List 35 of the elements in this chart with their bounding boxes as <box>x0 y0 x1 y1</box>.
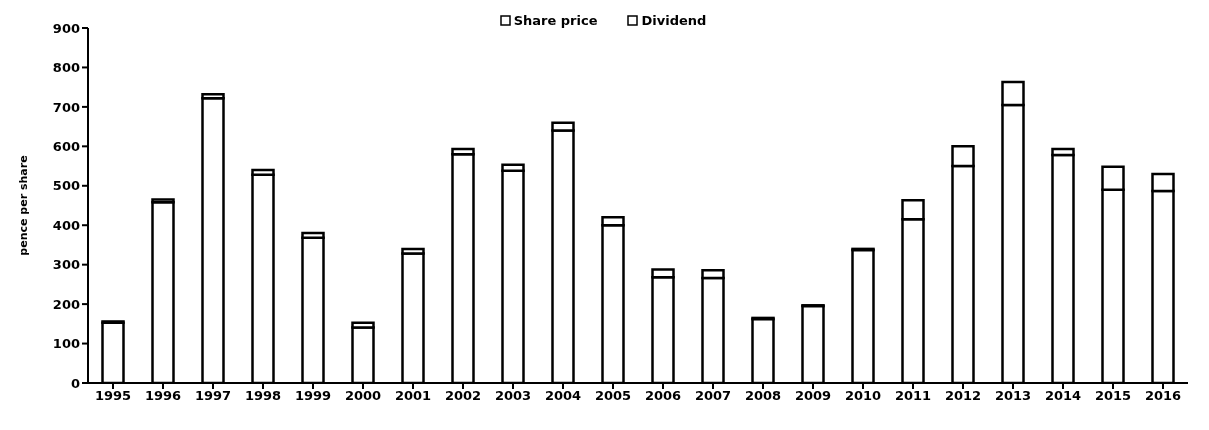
y-tick-label: 100 <box>52 336 80 352</box>
x-tick-label: 2009 <box>794 388 832 404</box>
x-tick-label: 2005 <box>594 388 632 404</box>
x-tick-label: 2001 <box>394 388 432 404</box>
legend-label: Share price <box>512 13 598 28</box>
x-tick-label: 2012 <box>944 388 982 404</box>
x-tick-label: 2004 <box>544 388 582 404</box>
y-tick-label: 200 <box>52 296 80 312</box>
x-tick-label: 2016 <box>1144 388 1182 404</box>
x-tick-label: 1996 <box>144 388 182 404</box>
x-tick-label: 2013 <box>994 388 1032 404</box>
x-tick-label: 2003 <box>494 388 532 404</box>
x-tick-label: 1995 <box>94 388 132 404</box>
y-tick-label: 500 <box>52 178 80 194</box>
x-tick-label: 2010 <box>844 388 882 404</box>
x-tick-label: 1997 <box>194 388 232 404</box>
x-tick-label: 2002 <box>444 388 482 404</box>
x-tick-label: 2000 <box>344 388 382 404</box>
legend-label: Dividend <box>640 13 707 28</box>
y-tick-label: 300 <box>52 257 80 273</box>
y-tick-label: 800 <box>52 60 80 76</box>
x-tick-label: 2014 <box>1044 388 1082 404</box>
y-tick-label: 400 <box>52 217 80 233</box>
x-tick-label: 1998 <box>244 388 282 404</box>
y-axis-title: pence per share <box>16 155 30 256</box>
y-tick-label: 900 <box>52 20 80 36</box>
x-tick-label: 2015 <box>1094 388 1132 404</box>
y-tick-label: 700 <box>52 99 80 115</box>
x-tick-label: 2006 <box>644 388 682 404</box>
x-tick-label: 2007 <box>694 388 732 404</box>
x-tick-label: 2008 <box>744 388 782 404</box>
x-tick-label: 1999 <box>294 388 332 404</box>
y-tick-label: 0 <box>70 375 80 391</box>
y-tick-label: 600 <box>52 138 80 154</box>
x-tick-label: 2011 <box>894 388 932 404</box>
